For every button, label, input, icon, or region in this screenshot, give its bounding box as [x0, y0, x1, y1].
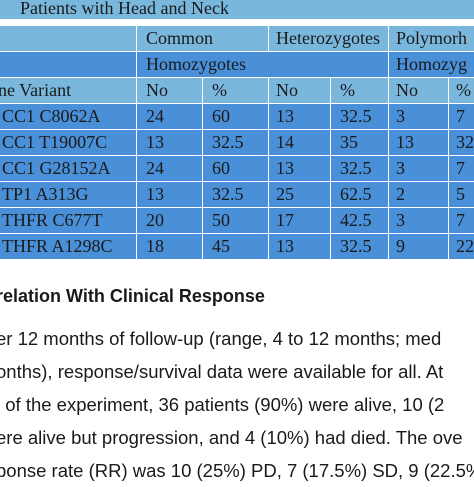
- cell-value: 32.5: [212, 184, 244, 204]
- header-homozygotes-2: Homozyg: [396, 54, 467, 74]
- cell-variant: CC1 C8062A: [2, 106, 101, 126]
- cell-value: 32.5: [340, 106, 372, 126]
- cell-value: 32.5: [340, 158, 372, 178]
- header-homozygotes: Homozygotes: [146, 54, 246, 74]
- table-header-row-3: ne Variant No % No % No %: [0, 78, 474, 103]
- table-title: Patients with Head and Neck: [20, 0, 229, 18]
- header-percent: %: [340, 80, 355, 100]
- cell-value: 62.5: [340, 184, 372, 204]
- header-common: Common: [146, 28, 214, 48]
- cell-value: 60: [212, 158, 230, 178]
- cell-value: 13: [146, 184, 164, 204]
- cell-value: 22: [456, 236, 474, 256]
- body-paragraph: er 12 months of follow-up (range, 4 to 1…: [0, 322, 474, 487]
- cell-value: 3: [396, 210, 405, 230]
- paragraph-line: ere alive but progression, and 4 (10%) h…: [0, 427, 463, 448]
- section-heading: relation With Clinical Response: [0, 286, 265, 306]
- cell-value: 45: [212, 236, 230, 256]
- cell-value: 20: [146, 210, 164, 230]
- table-header-row-2: Homozygotes Homozyg: [0, 52, 474, 77]
- cell-value: 35: [340, 132, 358, 152]
- cell-value: 24: [146, 158, 164, 178]
- table-row: CC1 C8062A 24 60 13 32.5 3 7: [0, 104, 474, 129]
- cell-value: 13: [396, 132, 414, 152]
- cell-value: 50: [212, 210, 230, 230]
- cell-value: 3: [396, 158, 405, 178]
- cell-value: 5: [456, 184, 465, 204]
- header-gene-variant: ne Variant: [0, 80, 72, 100]
- table-header-row-1: Common Heterozygotes Polymorh: [0, 26, 474, 51]
- cell-value: 13: [146, 132, 164, 152]
- table-row: THFR A1298C 18 45 13 32.5 9 22: [0, 234, 474, 259]
- table-row: TP1 A313G 13 32.5 25 62.5 2 5: [0, 182, 474, 207]
- paragraph-line: er 12 months of follow-up (range, 4 to 1…: [0, 328, 442, 349]
- header-no: No: [146, 80, 168, 100]
- table-title-row: Patients with Head and Neck: [0, 0, 474, 19]
- paragraph-line: ponse rate (RR) was 10 (25%) PD, 7 (17.5…: [0, 460, 474, 481]
- header-polymorphic: Polymorh: [396, 28, 468, 48]
- cell-value: 18: [146, 236, 164, 256]
- cell-value: 32: [456, 132, 474, 152]
- header-no: No: [396, 80, 418, 100]
- cell-value: 17: [276, 210, 294, 230]
- cell-variant: CC1 G28152A: [2, 158, 111, 178]
- cell-variant: THFR A1298C: [2, 236, 113, 256]
- cell-value: 60: [212, 106, 230, 126]
- cell-value: 13: [276, 236, 294, 256]
- cell-value: 7: [456, 210, 465, 230]
- header-no: No: [276, 80, 298, 100]
- paragraph-line: l of the experiment, 36 patients (90%) w…: [0, 394, 445, 415]
- cell-variant: TP1 A313G: [2, 184, 89, 204]
- table-row: THFR C677T 20 50 17 42.5 3 7: [0, 208, 474, 233]
- cell-value: 9: [396, 236, 405, 256]
- cell-value: 3: [396, 106, 405, 126]
- table-row: CC1 G28152A 24 60 13 32.5 3 7: [0, 156, 474, 181]
- cell-value: 32.5: [340, 236, 372, 256]
- cell-value: 7: [456, 106, 465, 126]
- cell-value: 32.5: [212, 132, 244, 152]
- header-heterozygotes: Heterozygotes: [276, 28, 380, 48]
- cell-value: 14: [276, 132, 294, 152]
- header-percent: %: [212, 80, 227, 100]
- cell-value: 2: [396, 184, 405, 204]
- cell-value: 24: [146, 106, 164, 126]
- table-row: CC1 T19007C 13 32.5 14 35 13 32: [0, 130, 474, 155]
- cell-value: 25: [276, 184, 294, 204]
- cell-value: 13: [276, 106, 294, 126]
- cell-variant: CC1 T19007C: [2, 132, 108, 152]
- cell-variant: THFR C677T: [2, 210, 103, 230]
- cell-value: 7: [456, 158, 465, 178]
- paragraph-line: onths), response/survival data were avai…: [0, 361, 444, 382]
- header-percent: %: [456, 80, 471, 100]
- cell-value: 42.5: [340, 210, 372, 230]
- cell-value: 13: [276, 158, 294, 178]
